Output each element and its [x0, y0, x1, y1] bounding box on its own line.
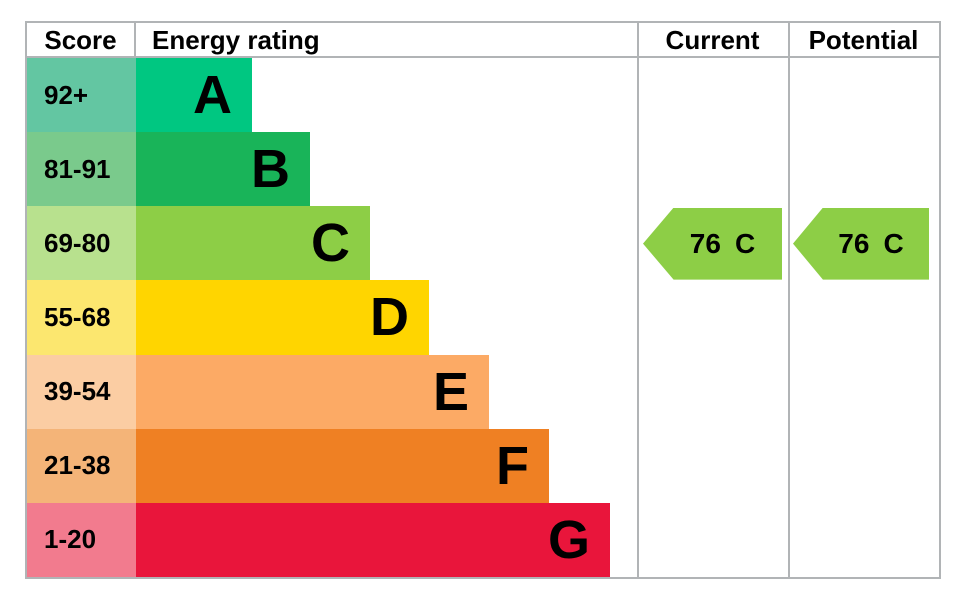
band-bar: G	[136, 502, 610, 577]
chart-frame: Score Energy rating Current Potential 92…	[25, 21, 941, 579]
header-energy-rating: Energy rating	[152, 24, 320, 55]
band-bar: B	[136, 132, 310, 207]
current-rating-letter: C	[734, 227, 756, 259]
current-rating-arrow: 76 C	[643, 207, 782, 280]
band-letter: D	[370, 287, 409, 348]
band-rows: 92+ A 81-91 B 69-80 C 55-68 D 39-54 E 21…	[27, 58, 939, 577]
potential-rating-letter: C	[883, 227, 904, 259]
band-score-range: 21-38	[27, 428, 136, 503]
potential-column-divider	[788, 23, 790, 577]
band-bar: D	[136, 280, 429, 355]
potential-rating-value: 76	[838, 227, 870, 259]
band-row: 81-91 B	[27, 132, 939, 207]
band-score-range: 69-80	[27, 206, 136, 281]
band-score-range: 39-54	[27, 354, 136, 429]
band-letter: G	[547, 509, 590, 570]
band-letter: E	[432, 361, 469, 422]
band-score-range: 92+	[27, 58, 136, 133]
band-bar: E	[136, 354, 489, 429]
band-row: 1-20 G	[27, 502, 939, 577]
current-rating-value: 76	[689, 227, 721, 259]
header-score: Score	[27, 23, 136, 56]
band-letter: F	[496, 435, 529, 496]
chart-header-row: Score Energy rating Current Potential	[27, 23, 939, 58]
band-letter: B	[251, 139, 290, 200]
band-row: 69-80 C	[27, 206, 939, 281]
band-score-range: 1-20	[27, 502, 136, 577]
band-letter: A	[193, 65, 232, 126]
band-bar: A	[136, 58, 252, 133]
potential-rating-arrow: 76 C	[793, 207, 929, 280]
band-row: 39-54 E	[27, 354, 939, 429]
band-bar: C	[136, 206, 370, 281]
band-row: 92+ A	[27, 58, 939, 133]
band-row: 55-68 D	[27, 280, 939, 355]
current-column-divider	[637, 23, 639, 577]
band-row: 21-38 F	[27, 428, 939, 503]
header-potential: Potential	[808, 24, 919, 55]
band-letter: C	[311, 213, 350, 274]
band-bar: F	[136, 428, 549, 503]
band-score-range: 81-91	[27, 132, 136, 207]
header-current: Current	[665, 24, 760, 55]
band-score-range: 55-68	[27, 280, 136, 355]
